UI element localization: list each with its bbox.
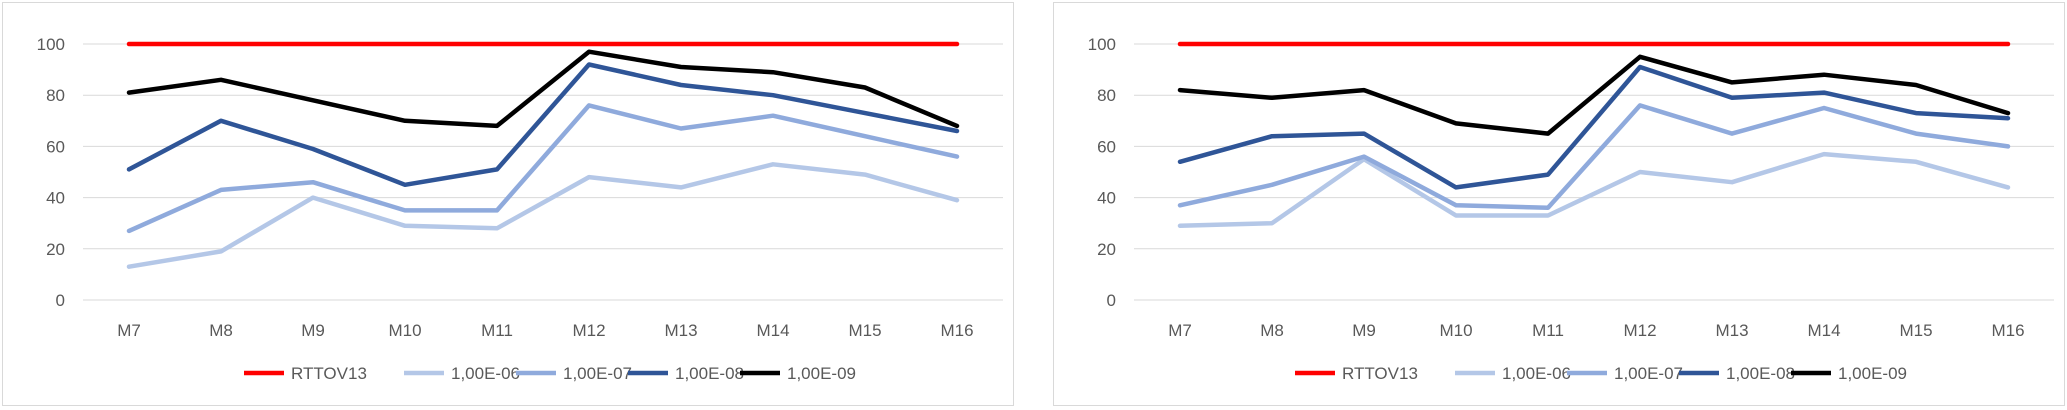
x-tick-label: M7 xyxy=(117,321,141,340)
y-tick-label: 60 xyxy=(1097,137,1116,156)
x-tick-label: M14 xyxy=(756,321,789,340)
x-tick-label: M15 xyxy=(1899,321,1932,340)
series-line-3 xyxy=(126,62,960,188)
legend-label: 1,00E-07 xyxy=(563,364,632,383)
series-line-2 xyxy=(126,103,960,234)
x-tick-label: M16 xyxy=(940,321,973,340)
y-tick-label: 80 xyxy=(46,86,65,105)
legend-label: 1,00E-09 xyxy=(787,364,856,383)
y-tick-label: 40 xyxy=(1097,189,1116,208)
x-tick-label: M12 xyxy=(1623,321,1656,340)
legend-label: 1,00E-08 xyxy=(675,364,744,383)
x-tick-label: M7 xyxy=(1168,321,1192,340)
y-tick-label: 0 xyxy=(56,291,65,310)
x-tick-label: M12 xyxy=(572,321,605,340)
x-tick-label: M16 xyxy=(1991,321,2024,340)
y-tick-label: 40 xyxy=(46,189,65,208)
y-tick-label: 20 xyxy=(46,240,65,259)
legend-label: 1,00E-06 xyxy=(1502,364,1571,383)
series-line-2 xyxy=(1177,103,2011,211)
x-tick-label: M14 xyxy=(1807,321,1840,340)
legend-label: 1,00E-06 xyxy=(451,364,520,383)
x-tick-label: M9 xyxy=(1352,321,1376,340)
series-line-4 xyxy=(1177,54,2011,136)
y-tick-label: 60 xyxy=(46,137,65,156)
legend-label: 1,00E-09 xyxy=(1838,364,1907,383)
legend-label: RTTOV13 xyxy=(291,364,367,383)
chart-panel-right: 0 20 40 60 80 100 M7 M8 M9 M10 M11 M12 M13 M14 M15 M16 R… xyxy=(1053,2,2065,406)
legend-label: 1,00E-08 xyxy=(1726,364,1795,383)
series-line-3 xyxy=(1177,64,2011,190)
x-tick-label: M11 xyxy=(481,321,513,340)
series-line-1 xyxy=(1177,151,2011,229)
x-tick-label: M15 xyxy=(848,321,881,340)
x-tick-label: M11 xyxy=(1532,321,1564,340)
x-tick-label: M13 xyxy=(1715,321,1748,340)
series-line-4 xyxy=(126,49,960,129)
chart-panel-left: 0 20 40 60 80 100 M7 M8 M9 M10 M11 M12 M13 M14 M15 M16 R… xyxy=(2,2,1014,406)
y-tick-label: 20 xyxy=(1097,240,1116,259)
series-line-1 xyxy=(126,162,960,269)
y-tick-label: 100 xyxy=(1088,35,1116,54)
y-tick-label: 100 xyxy=(37,35,65,54)
x-tick-label: M8 xyxy=(209,321,233,340)
x-tick-label: M13 xyxy=(664,321,697,340)
line-chart-left: 0 20 40 60 80 100 M7 M8 M9 M10 M11 M12 M13 M14 M15 M16 R… xyxy=(37,35,1003,383)
y-tick-label: 0 xyxy=(1107,291,1116,310)
x-tick-label: M10 xyxy=(1439,321,1472,340)
line-chart-right: 0 20 40 60 80 100 M7 M8 M9 M10 M11 M12 M13 M14 M15 M16 R… xyxy=(1088,35,2054,383)
legend-label: RTTOV13 xyxy=(1342,364,1418,383)
legend-label: 1,00E-07 xyxy=(1614,364,1683,383)
x-tick-label: M9 xyxy=(301,321,325,340)
x-tick-label: M8 xyxy=(1260,321,1284,340)
y-tick-label: 80 xyxy=(1097,86,1116,105)
x-tick-label: M10 xyxy=(388,321,421,340)
